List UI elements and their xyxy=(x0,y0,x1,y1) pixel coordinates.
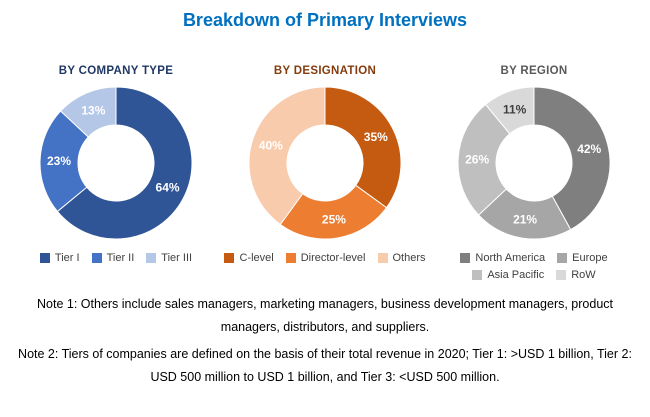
legend-item-europe: Europe xyxy=(557,252,608,264)
legend-label-c-level: C-level xyxy=(239,252,274,264)
percent-label-tier-ii: 23% xyxy=(47,154,71,168)
legend-swatch-europe xyxy=(557,253,568,263)
legend-item-row: RoW xyxy=(556,269,596,281)
donut-segment-director-level xyxy=(279,184,388,240)
legend-label-row: RoW xyxy=(571,269,596,281)
legend-company-type: Tier I Tier II Tier III xyxy=(0,252,232,264)
percent-label-europe: 21% xyxy=(513,212,537,226)
legend-label-tier-ii: Tier II xyxy=(106,252,135,264)
legend-item-others: Others xyxy=(377,252,426,264)
legend-label-europe: Europe xyxy=(572,252,608,264)
donut-chart-region: 42% 21% 26% 11% xyxy=(457,86,611,240)
legend-label-director-level: Director-level xyxy=(300,252,366,264)
chart-company-type: BY COMPANY TYPE 64% 23% 13% Tier I Tier II T… xyxy=(12,65,220,281)
donut-segment-north-america xyxy=(533,86,611,231)
donut-chart-company-type: 64% 23% 13% xyxy=(39,86,193,240)
legend-item-director-level: Director-level xyxy=(285,252,366,264)
page-title: Breakdown of Primary Interviews xyxy=(182,10,468,30)
percent-label-north-america: 42% xyxy=(577,142,601,156)
notes: Note 1: Others include sales managers, m… xyxy=(0,293,650,390)
percent-label-row: 11% xyxy=(503,102,527,116)
legend-label-asia-pacific: Asia Pacific xyxy=(487,269,545,281)
legend-label-tier-iii: Tier III xyxy=(161,252,193,264)
charts-row: BY COMPANY TYPE 64% 23% 13% Tier I Tier II T… xyxy=(0,65,650,281)
legend-designation: C-level Director-level Others xyxy=(209,252,441,264)
legend-item-asia-pacific: Asia Pacific xyxy=(472,269,544,281)
legend-swatch-asia-pacific xyxy=(472,270,483,280)
chart-designation: BY DESIGNATION 35% 25% 40% C-level Director… xyxy=(221,65,429,281)
legend-swatch-tier-ii xyxy=(91,253,102,263)
chart-region: BY REGION 42% 21% 26% 11% North America Euro… xyxy=(430,65,638,281)
legend-item-tier-ii: Tier II xyxy=(91,252,135,264)
legend-swatch-row xyxy=(556,270,567,280)
donut-chart-designation: 35% 25% 40% xyxy=(248,86,402,240)
legend-item-tier-iii: Tier III xyxy=(146,252,192,264)
donut-segment-tier-iii xyxy=(59,86,117,138)
percent-label-tier-i: 64% xyxy=(156,180,180,194)
legend-label-tier-i: Tier I xyxy=(54,252,80,264)
legend-swatch-director-level xyxy=(285,253,296,263)
chart-title-region: BY REGION xyxy=(500,65,568,77)
legend-label-north-america: North America xyxy=(475,252,546,264)
percent-label-asia-pacific: 26% xyxy=(465,152,489,166)
legend-item-c-level: C-level xyxy=(224,252,274,264)
note-1: Note 1: Others include sales managers, m… xyxy=(37,297,613,335)
legend-swatch-tier-iii xyxy=(146,253,157,263)
donut-segment-row xyxy=(484,86,535,135)
legend-swatch-tier-i xyxy=(39,253,50,263)
note-2: Note 2: Tiers of companies are defined o… xyxy=(18,347,632,385)
chart-title-designation: BY DESIGNATION xyxy=(273,65,377,77)
donut-segment-tier-ii xyxy=(39,110,90,213)
legend-region: North America Europe Asia Pacific RoW xyxy=(447,252,622,281)
legend-swatch-c-level xyxy=(224,253,235,263)
legend-label-others: Others xyxy=(392,252,426,264)
legend-swatch-north-america xyxy=(460,253,471,263)
percent-label-director-level: 25% xyxy=(322,212,346,226)
percent-label-others: 40% xyxy=(259,138,283,152)
percent-label-c-level: 35% xyxy=(364,130,388,144)
chart-title-company-type: BY COMPANY TYPE xyxy=(58,65,174,77)
legend-swatch-others xyxy=(377,253,388,263)
donut-segment-others xyxy=(248,86,326,226)
legend-item-north-america: North America xyxy=(460,252,545,264)
legend-item-tier-i: Tier I xyxy=(39,252,80,264)
percent-label-tier-iii: 13% xyxy=(81,104,105,118)
donut-segment-tier-i xyxy=(56,86,193,240)
donut-segment-c-level xyxy=(324,86,402,209)
donut-segment-asia-pacific xyxy=(457,103,511,216)
